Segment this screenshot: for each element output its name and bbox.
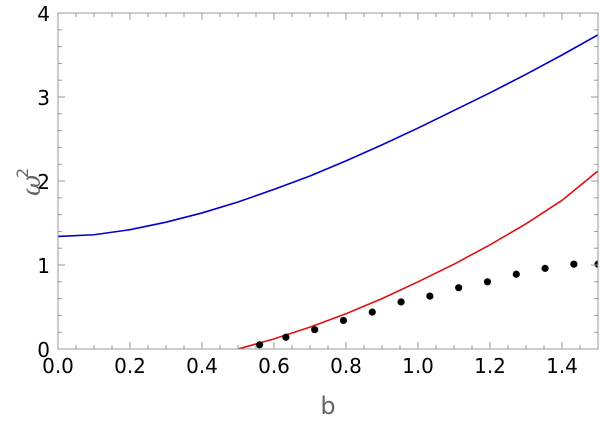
x-axis-label: b [320,392,335,420]
data-point [570,260,578,268]
x-tick-label: 1.2 [474,354,506,378]
data-point [368,308,376,316]
data-point [311,326,319,334]
y-axis-label-exponent: 2 [13,168,32,178]
x-tick-label: 1.0 [402,354,434,378]
series-line-1 [58,34,598,238]
y-tick-label: 2 [37,170,50,194]
series-layer [58,34,598,349]
plot-frame [57,12,599,350]
y-tick-label: 3 [37,86,50,110]
data-point [397,298,405,306]
x-tick-label: 0.6 [258,354,290,378]
x-tick-label: 1.4 [546,354,578,378]
y-tick-label: 4 [37,2,50,26]
data-point [256,341,264,349]
ticks-layer: 0.0 0.2 0.4 0.6 0.8 1.0 1.2 1.4 0 1 2 3 4 [37,2,599,378]
y-axis-label-base: ω [17,175,47,196]
data-point [512,270,520,278]
data-point [282,333,290,341]
data-point [339,316,348,325]
data-point [483,278,492,286]
y-tick-label: 1 [37,254,50,278]
x-tick-label: 0.2 [114,354,146,378]
data-point [455,284,463,292]
y-axis-label: ω 2 [13,168,47,196]
series-line-2 [237,170,598,349]
data-point [541,264,549,272]
x-tick-label: 0.8 [330,354,362,378]
y-tick-label: 0 [37,338,50,362]
data-point [426,292,434,300]
x-tick-label: 0.4 [186,354,218,378]
data-point [594,260,598,268]
x-tick-label: 0.0 [42,354,74,378]
